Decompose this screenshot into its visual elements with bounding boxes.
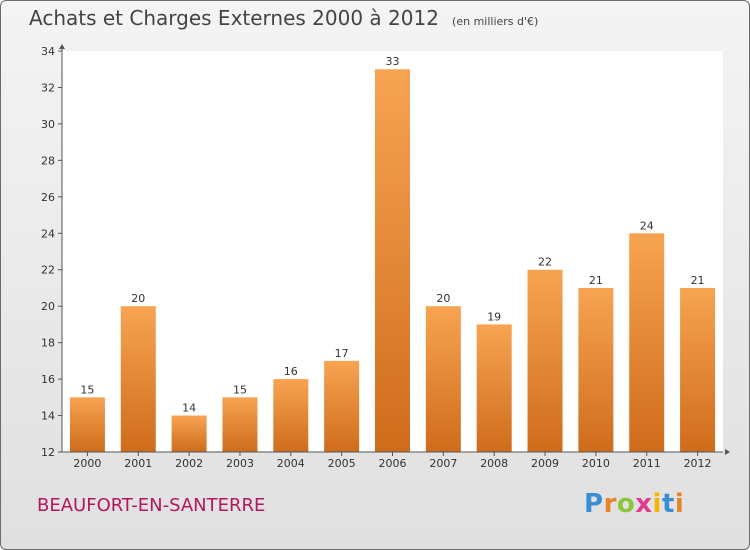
bar-value-label: 22	[538, 256, 552, 269]
x-tick-label: 2011	[633, 457, 661, 470]
bar-value-label: 21	[691, 274, 705, 287]
bar	[324, 360, 360, 452]
logo-letter: i	[652, 489, 662, 519]
bar	[476, 324, 512, 452]
bar	[69, 397, 105, 452]
bar-value-label: 20	[131, 292, 145, 305]
bar-value-label: 21	[589, 274, 603, 287]
logo-letter: x	[635, 489, 653, 519]
y-tick-label: 22	[41, 264, 55, 277]
bar-value-label: 24	[640, 219, 654, 232]
y-tick-label: 24	[41, 227, 55, 240]
bar	[222, 397, 258, 452]
x-tick-label: 2003	[226, 457, 254, 470]
x-tick-label: 2009	[531, 457, 559, 470]
x-tick-label: 2002	[175, 457, 203, 470]
y-tick-label: 30	[41, 118, 55, 131]
y-tick-label: 28	[41, 154, 55, 167]
bar	[578, 287, 614, 452]
y-tick-label: 12	[41, 446, 55, 459]
bar-value-label: 15	[80, 383, 94, 396]
bar	[120, 306, 156, 452]
bar-value-label: 16	[284, 365, 298, 378]
x-tick-label: 2000	[73, 457, 101, 470]
chart-title: Achats et Charges Externes 2000 à 2012 (…	[29, 6, 538, 30]
y-tick-label: 34	[41, 45, 55, 58]
x-tick-label: 2012	[684, 457, 712, 470]
logo-letter: P	[584, 489, 604, 519]
x-tick-label: 2007	[429, 457, 457, 470]
x-tick-label: 2008	[480, 457, 508, 470]
chart-unit: (en milliers d'€)	[452, 15, 539, 28]
bar	[171, 415, 207, 452]
bar	[527, 269, 563, 452]
logo-letter: r	[603, 489, 617, 519]
y-axis-arrow	[59, 44, 65, 49]
x-tick-label: 2010	[582, 457, 610, 470]
y-tick-label: 18	[41, 337, 55, 350]
proxiti-logo: Proxiti	[584, 489, 684, 519]
y-tick-label: 14	[41, 410, 55, 423]
bar-value-label: 33	[386, 55, 400, 68]
x-tick-label: 2004	[277, 457, 305, 470]
y-tick-label: 20	[41, 300, 55, 313]
bar-value-label: 14	[182, 402, 196, 415]
bar	[629, 233, 665, 452]
bar	[680, 287, 716, 452]
x-tick-label: 2005	[328, 457, 356, 470]
bar-value-label: 20	[436, 292, 450, 305]
x-axis-arrow	[725, 449, 730, 455]
bar	[425, 306, 461, 452]
bar-value-label: 15	[233, 383, 247, 396]
logo-letter: t	[661, 489, 675, 519]
x-tick-label: 2006	[379, 457, 407, 470]
commune-name: BEAUFORT-EN-SANTERRE	[37, 495, 266, 516]
y-tick-label: 26	[41, 191, 55, 204]
x-tick-label: 2001	[124, 457, 152, 470]
bar-value-label: 19	[487, 310, 501, 323]
y-tick-label: 16	[41, 373, 55, 386]
logo-letter: o	[616, 489, 636, 519]
chart-title-text: Achats et Charges Externes 2000 à 2012	[29, 6, 439, 30]
y-tick-label: 32	[41, 81, 55, 94]
logo-letter: i	[674, 489, 685, 519]
bar-value-label: 17	[335, 347, 349, 360]
bar	[273, 379, 309, 452]
bar	[375, 69, 410, 453]
